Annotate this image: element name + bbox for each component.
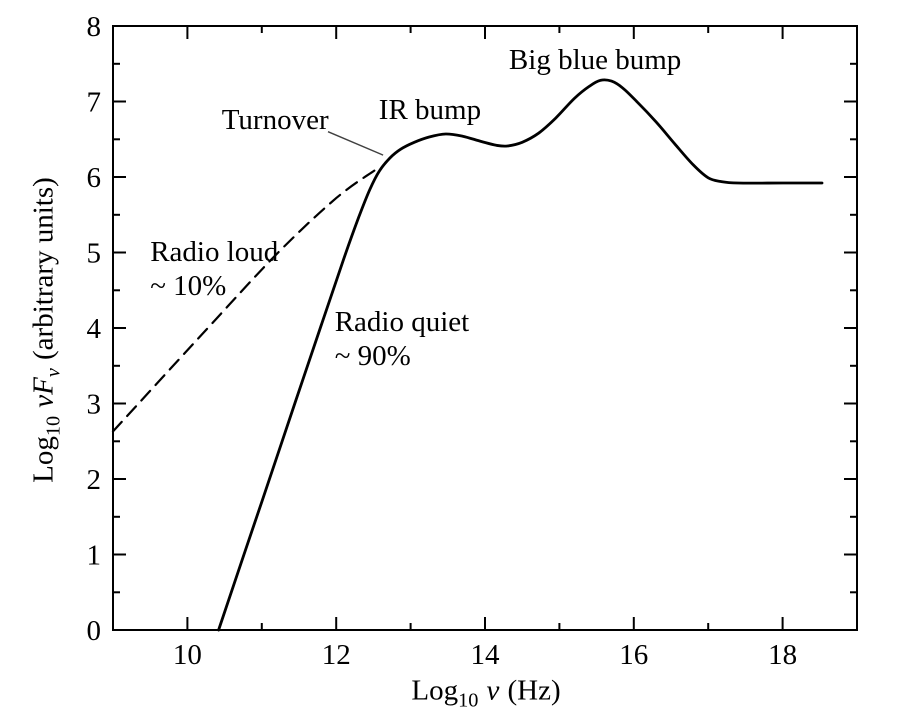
- radio-quiet-solid-curve: [217, 78, 824, 632]
- y-tick-label: 0: [87, 615, 102, 647]
- y-title-log: Log: [27, 436, 60, 483]
- y-axis-title: Log10 νFν (arbitrary units): [27, 177, 65, 483]
- turnover-leader-line: [327, 131, 384, 156]
- x-title-log: Log: [411, 674, 459, 707]
- y-title-nuF: νF: [27, 377, 60, 408]
- y-tick-label: 5: [87, 238, 102, 270]
- x-tick-label: 14: [471, 639, 501, 671]
- y-tick-label: 3: [87, 389, 102, 421]
- annotation-radio-loud: Radio loud ~ 10%: [150, 235, 279, 302]
- annotation-turnover: Turnover: [221, 104, 329, 137]
- y-title-log-subscript: 10: [42, 415, 65, 437]
- x-title-nu: ν: [486, 674, 500, 707]
- tick-marks: [113, 26, 857, 630]
- x-tick-label: 12: [322, 639, 351, 671]
- y-tick-label: 1: [87, 540, 102, 572]
- x-tick-label: 16: [619, 639, 648, 671]
- x-axis-title: Log10 ν (Hz): [411, 674, 561, 712]
- x-title-units: (Hz): [507, 674, 561, 707]
- y-tick-label: 4: [87, 313, 102, 345]
- x-tick-label: 10: [173, 639, 202, 671]
- x-title-log-subscript: 10: [458, 689, 479, 712]
- y-title-units: (arbitrary units): [27, 177, 60, 360]
- y-tick-label: 7: [87, 87, 102, 119]
- annotation-big-blue-bump: Big blue bump: [508, 43, 682, 76]
- y-tick-label: 6: [87, 162, 102, 194]
- y-tick-label: 8: [87, 11, 102, 43]
- radio-loud-dashed-curve: [111, 169, 376, 433]
- annotation-ir-bump: IR bump: [378, 94, 482, 127]
- x-tick-label: 18: [768, 639, 797, 671]
- annotation-radio-quiet: Radio quiet ~ 90%: [334, 306, 470, 373]
- y-tick-label: 2: [87, 464, 102, 496]
- y-title-nu-subscript: ν: [42, 368, 65, 378]
